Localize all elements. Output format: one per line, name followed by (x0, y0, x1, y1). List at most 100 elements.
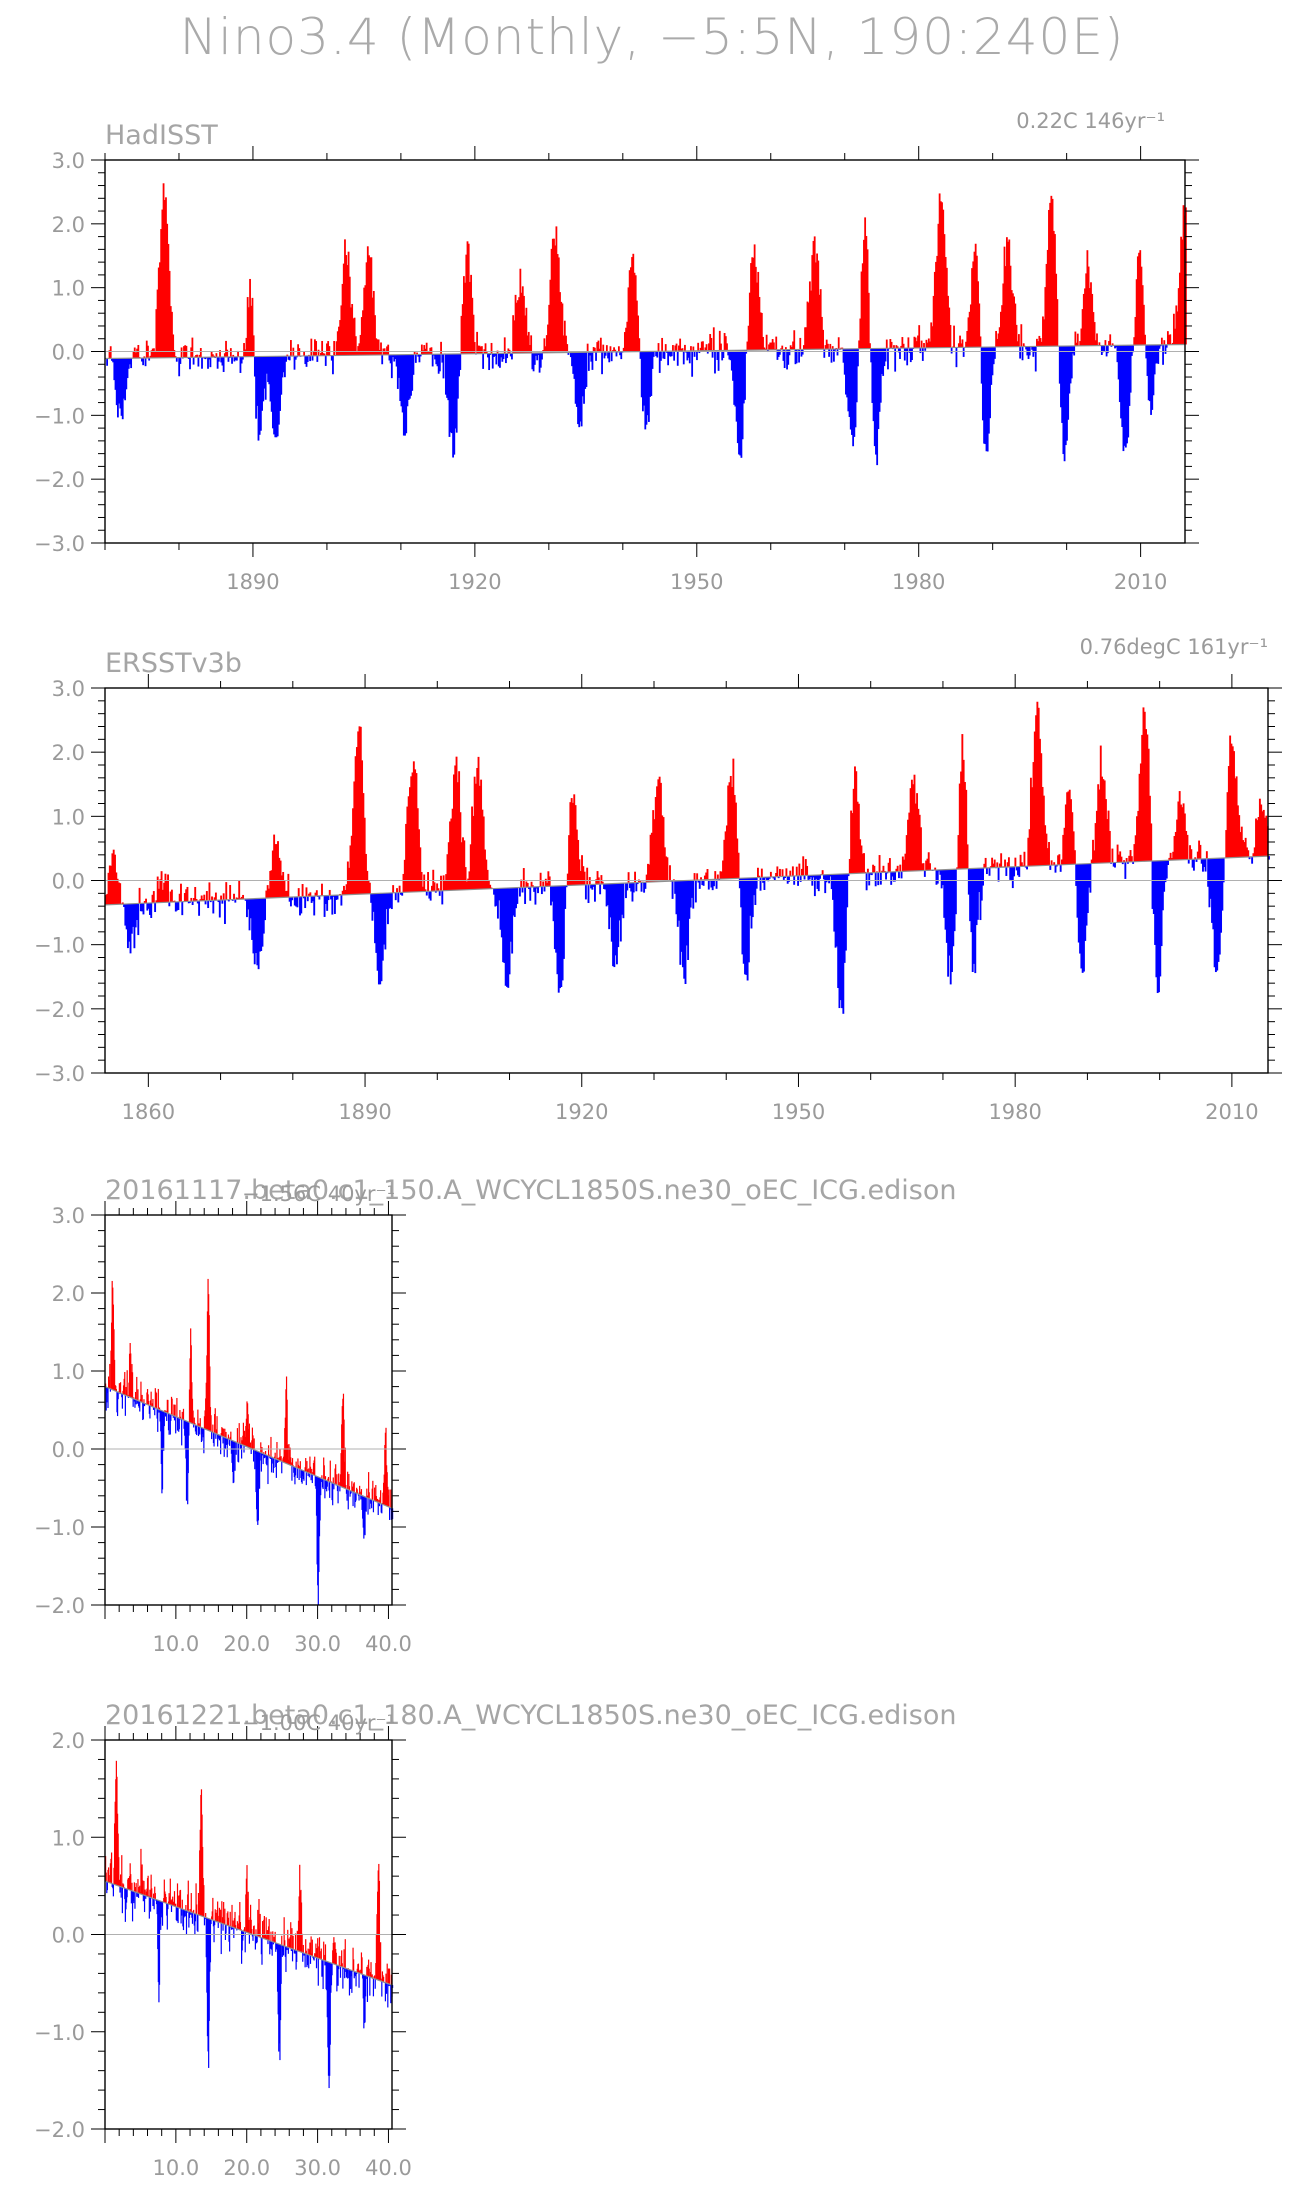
bar (630, 882, 633, 892)
bar (658, 351, 661, 373)
bar (221, 900, 224, 904)
panel-title: HadISST (105, 120, 218, 151)
bar (1036, 701, 1039, 866)
bar (902, 343, 905, 349)
bar (734, 350, 737, 407)
bar (404, 354, 406, 436)
bar (1069, 345, 1072, 384)
bar (1100, 345, 1103, 355)
bar (887, 862, 890, 873)
bar (744, 878, 746, 975)
bar (313, 1956, 315, 1961)
bar (430, 347, 433, 355)
bar (1012, 293, 1014, 347)
bar (1200, 858, 1203, 864)
bar (716, 874, 719, 880)
bar (1102, 779, 1105, 864)
bar (1077, 864, 1080, 943)
bar (178, 893, 181, 902)
bar (271, 356, 274, 429)
bar (383, 893, 386, 945)
bar (210, 351, 213, 358)
bar (341, 283, 344, 356)
bar (192, 1910, 194, 1913)
bar (997, 333, 1000, 347)
bar (601, 881, 604, 885)
bar (1040, 753, 1043, 866)
bar (366, 1975, 369, 2002)
bar (1134, 317, 1137, 346)
bar (1080, 863, 1083, 969)
bar (514, 294, 517, 354)
bar (971, 268, 973, 348)
bar (163, 1879, 165, 1903)
bar (1027, 837, 1030, 867)
bar (168, 1413, 170, 1435)
bar (724, 831, 727, 879)
bar (190, 1911, 192, 1915)
bar (777, 349, 780, 357)
bar (533, 886, 536, 892)
bar (969, 304, 972, 348)
bar (158, 1900, 161, 1985)
bar (559, 885, 561, 989)
bar (244, 1927, 246, 1932)
bar (904, 853, 907, 872)
bar (388, 1983, 390, 1987)
panel-4: 2.01.00.0−1.0−2.010.0 20.0 30.0 40.02016122… (34, 1700, 956, 2180)
bar (108, 1875, 110, 1883)
bar (1072, 831, 1075, 865)
bar (1088, 288, 1091, 346)
bar (131, 1364, 133, 1398)
bar (181, 1899, 183, 1909)
bar (257, 898, 260, 970)
bar (389, 1968, 391, 1984)
bar (949, 869, 952, 985)
bar (405, 354, 408, 434)
bar (1178, 791, 1181, 860)
y-tick-label: 1.0 (52, 805, 85, 829)
bar (447, 354, 450, 401)
bar (415, 773, 418, 892)
bar (750, 877, 753, 929)
bar (460, 315, 463, 354)
bar (239, 1902, 241, 1930)
bar (436, 883, 439, 891)
bar (1209, 858, 1212, 899)
bar (806, 865, 809, 876)
bar (908, 348, 911, 353)
bar (733, 350, 736, 405)
bar (112, 1883, 114, 1897)
bar (706, 350, 709, 354)
bar (370, 893, 373, 903)
bar (1119, 851, 1122, 863)
bar (553, 238, 555, 353)
bar (426, 351, 429, 355)
bar (499, 353, 501, 368)
bar (133, 1891, 135, 1904)
bar (136, 348, 139, 359)
bar (359, 1491, 361, 1495)
bar (867, 292, 870, 349)
bar (365, 1975, 367, 1997)
bar (973, 868, 975, 964)
bar (545, 335, 548, 353)
bar (133, 1397, 135, 1399)
bar (679, 880, 682, 965)
bar (169, 1878, 171, 1905)
bar (1036, 338, 1038, 347)
bar (268, 356, 271, 385)
bar (556, 254, 559, 353)
bar (1044, 825, 1047, 866)
bar (335, 895, 338, 900)
bar (1044, 287, 1047, 347)
bar (1129, 850, 1132, 862)
bar (676, 351, 679, 366)
bar (580, 352, 583, 427)
bar (149, 1897, 152, 1912)
bar (584, 884, 587, 900)
bar (375, 338, 378, 356)
bar (287, 1929, 289, 1948)
bar (220, 1909, 222, 1923)
bar (722, 860, 724, 880)
